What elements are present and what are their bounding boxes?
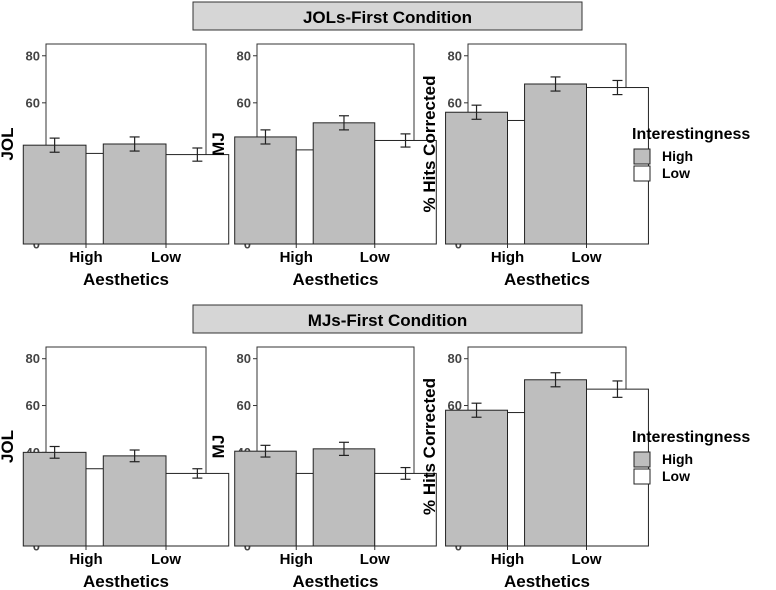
x-axis-label: Aesthetics bbox=[83, 270, 169, 289]
y-tick-label: 60 bbox=[237, 398, 251, 413]
y-axis-label: JOL bbox=[0, 127, 17, 160]
bar-high bbox=[234, 450, 297, 547]
y-axis-label: % Hits Corrected bbox=[420, 76, 439, 213]
y-axis-label: MJ bbox=[209, 132, 228, 156]
y-tick-label: 60 bbox=[26, 398, 40, 413]
x-axis-label: Aesthetics bbox=[293, 572, 379, 590]
y-tick-label: 60 bbox=[448, 398, 462, 413]
x-tick-label: High bbox=[280, 249, 313, 266]
bar-high bbox=[22, 451, 87, 547]
bar-high bbox=[312, 122, 376, 245]
bar-low bbox=[374, 139, 437, 245]
x-tick-label: Low bbox=[360, 551, 390, 568]
x-axis-label: Aesthetics bbox=[504, 572, 590, 590]
x-tick-label: High bbox=[491, 249, 524, 266]
y-tick-label: 80 bbox=[237, 351, 251, 366]
y-axis-label: MJ bbox=[209, 435, 228, 459]
bar-high bbox=[445, 111, 508, 245]
legend-title: Interestingness bbox=[632, 429, 750, 446]
bar-high bbox=[102, 455, 167, 547]
x-tick-label: Low bbox=[151, 551, 181, 568]
x-axis-label: Aesthetics bbox=[293, 270, 379, 289]
x-tick-label: High bbox=[69, 551, 102, 568]
legend-label: High bbox=[662, 451, 693, 467]
legend-title: Interestingness bbox=[632, 126, 750, 143]
y-tick-label: 80 bbox=[26, 48, 40, 63]
x-tick-label: Low bbox=[572, 551, 602, 568]
bar-low bbox=[165, 472, 230, 547]
x-tick-label: Low bbox=[360, 249, 390, 266]
chart-panel: 020406080HighLowAestheticsJOL bbox=[0, 43, 230, 289]
y-tick-label: 80 bbox=[237, 48, 251, 63]
y-axis-label: JOL bbox=[0, 430, 17, 463]
chart-panel: 020406080HighLowAesthetics% Hits Correct… bbox=[420, 346, 649, 590]
condition-title: JOLs-First Condition bbox=[303, 8, 472, 27]
legend-label: Low bbox=[662, 165, 690, 181]
legend-swatch-low bbox=[633, 468, 651, 485]
legend-swatch-high bbox=[633, 451, 651, 468]
y-tick-label: 60 bbox=[237, 95, 251, 110]
bar-high bbox=[234, 136, 297, 245]
legend-swatch-low bbox=[633, 165, 651, 182]
chart-panel: 020406080HighLowAestheticsJOL bbox=[0, 346, 230, 590]
condition-title: MJs-First Condition bbox=[308, 311, 468, 330]
chart-panel: 020406080HighLowAestheticsMJ bbox=[209, 346, 437, 590]
x-tick-label: High bbox=[69, 249, 102, 266]
y-tick-label: 60 bbox=[26, 95, 40, 110]
x-axis-label: Aesthetics bbox=[504, 270, 590, 289]
x-tick-label: High bbox=[491, 551, 524, 568]
legend-label: Low bbox=[662, 468, 690, 484]
bar-high bbox=[312, 448, 376, 547]
x-tick-label: Low bbox=[151, 249, 181, 266]
condition-strip bbox=[192, 304, 583, 334]
bar-high bbox=[445, 409, 508, 547]
legend-swatch-high bbox=[633, 148, 651, 165]
bar-low bbox=[165, 154, 230, 245]
bar-high bbox=[22, 144, 87, 245]
condition-strip bbox=[192, 1, 583, 31]
x-tick-label: High bbox=[280, 551, 313, 568]
bar-high bbox=[102, 143, 167, 245]
y-tick-label: 80 bbox=[448, 48, 462, 63]
bar-high bbox=[524, 83, 588, 245]
x-tick-label: Low bbox=[572, 249, 602, 266]
chart-panel: 020406080HighLowAesthetics% Hits Correct… bbox=[420, 43, 649, 289]
bar-high bbox=[524, 379, 588, 547]
y-tick-label: 80 bbox=[26, 351, 40, 366]
x-axis-label: Aesthetics bbox=[83, 572, 169, 590]
chart-panel: 020406080HighLowAestheticsMJ bbox=[209, 43, 437, 289]
bar-low bbox=[586, 388, 649, 547]
y-tick-label: 60 bbox=[448, 95, 462, 110]
y-tick-label: 80 bbox=[448, 351, 462, 366]
legend-label: High bbox=[662, 148, 693, 164]
y-axis-label: % Hits Corrected bbox=[420, 378, 439, 515]
bar-low bbox=[374, 472, 437, 547]
